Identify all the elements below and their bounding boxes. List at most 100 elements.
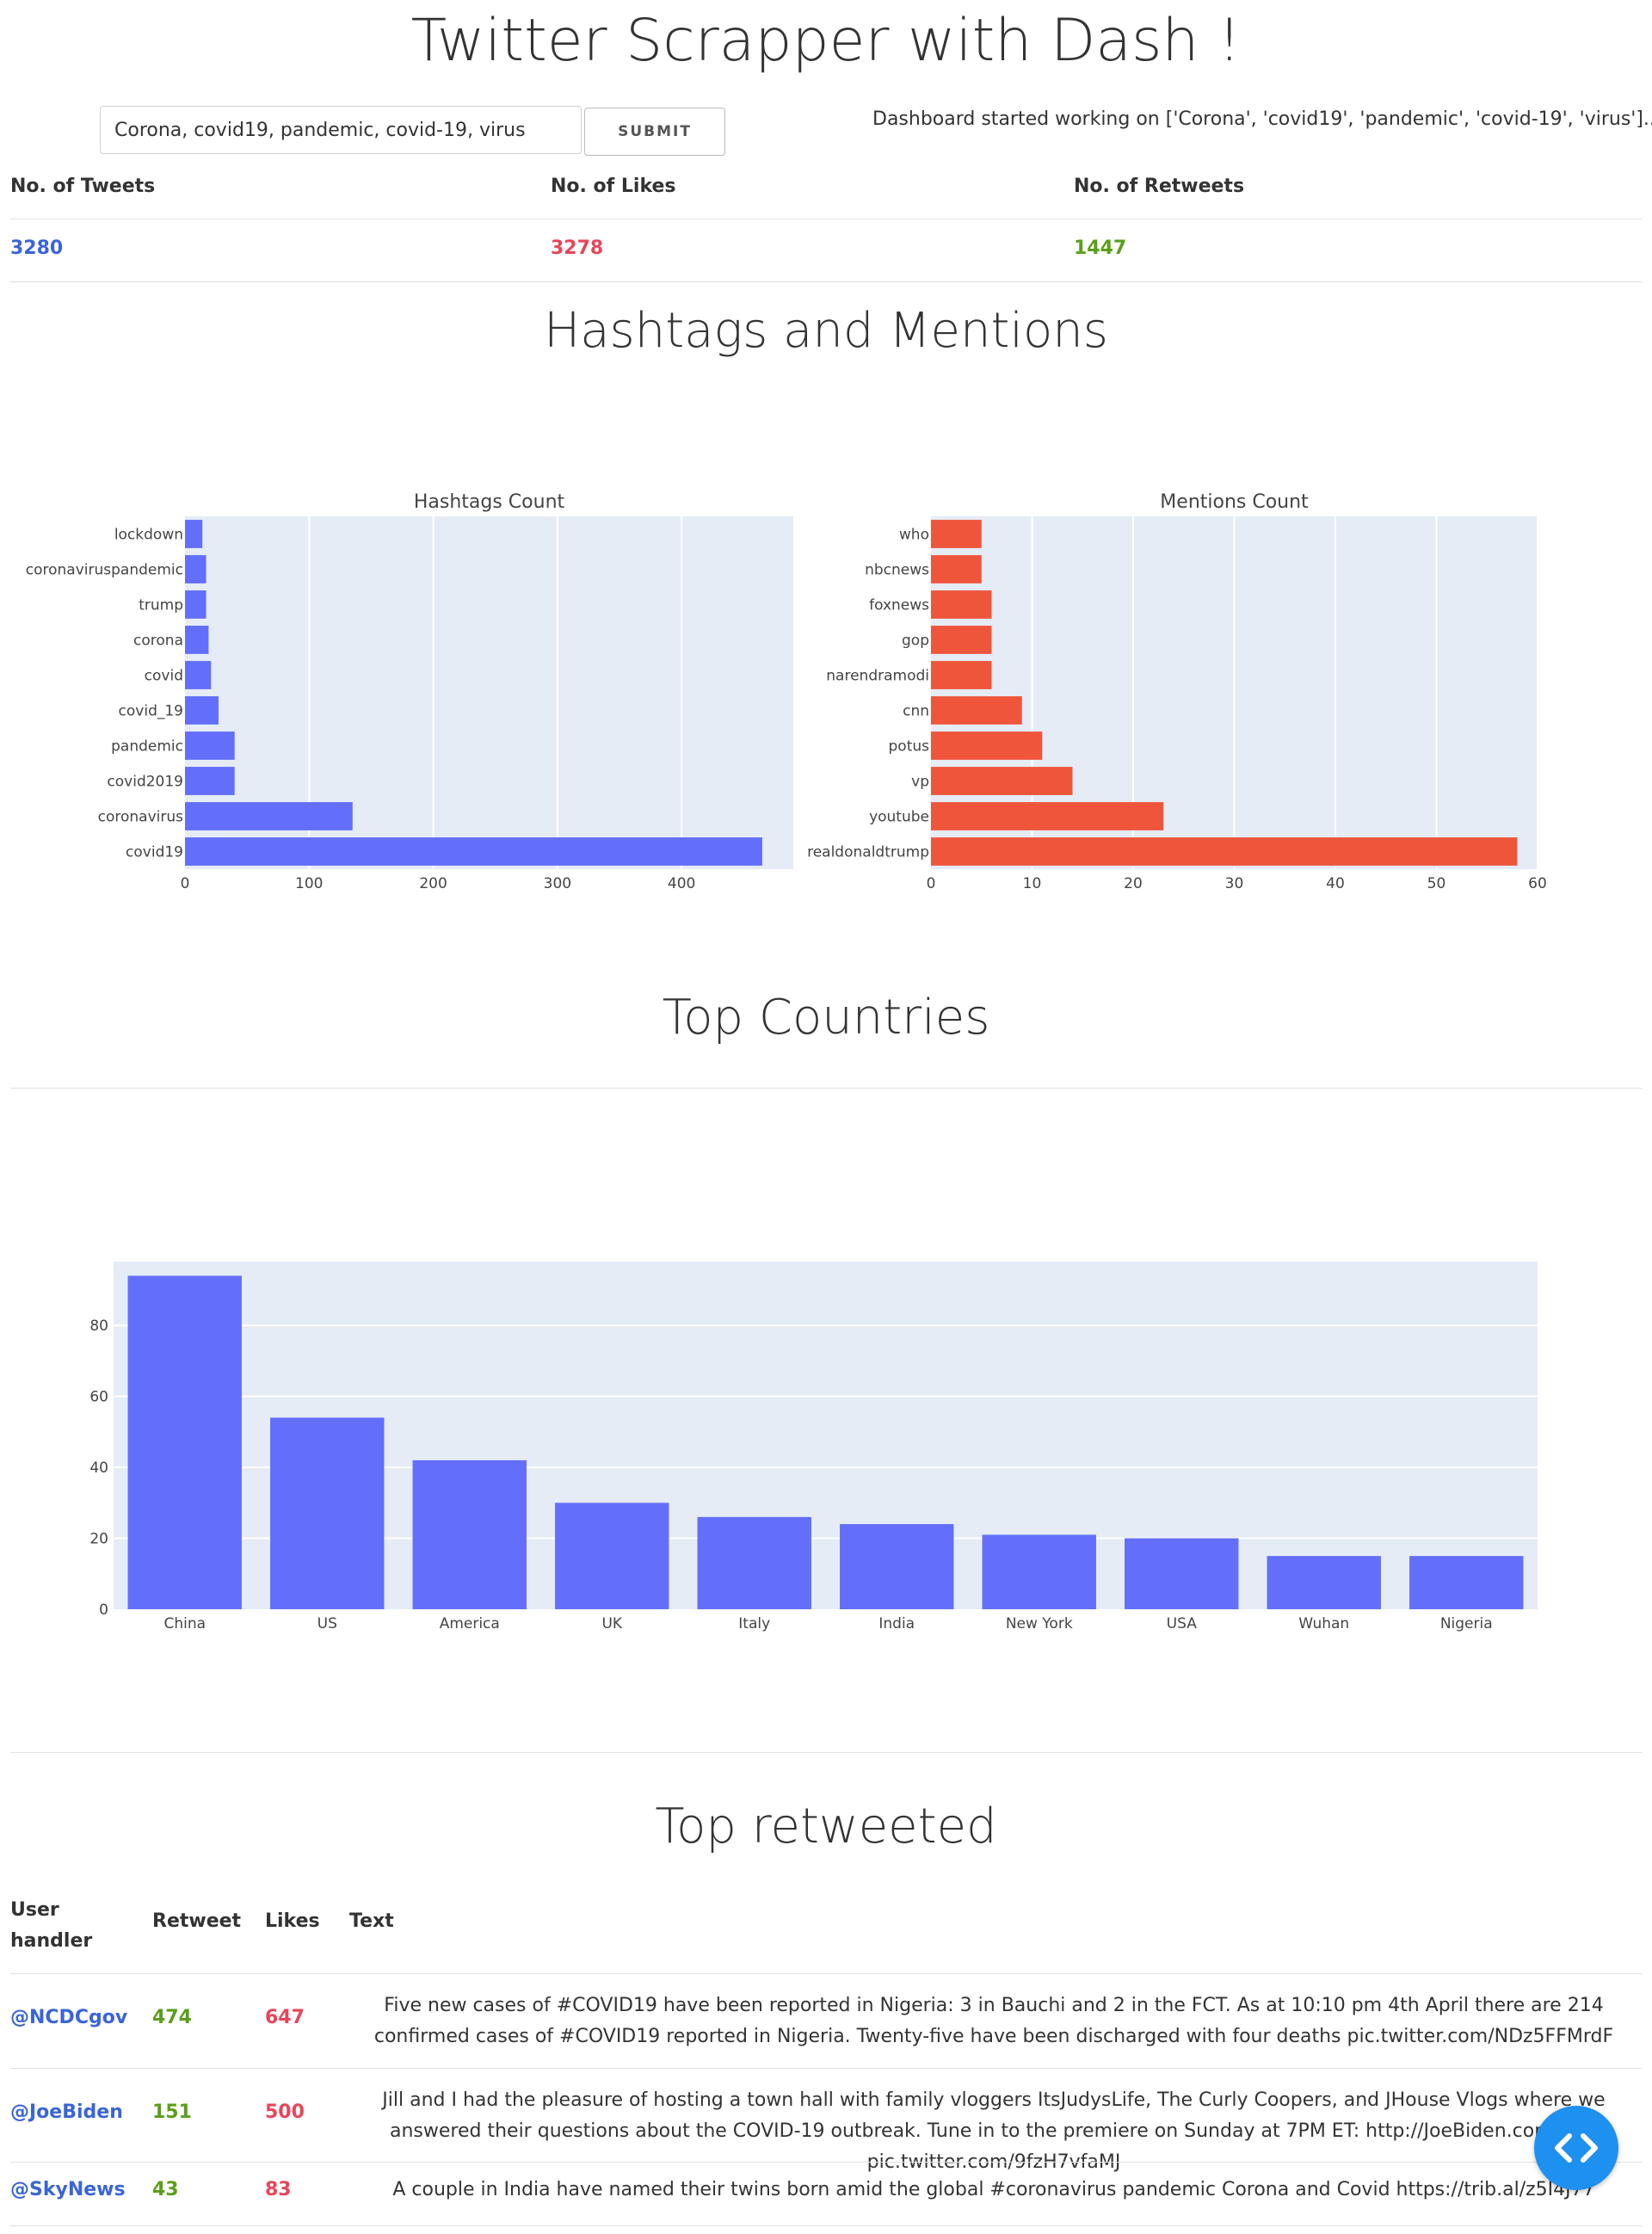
- x-tick-label: UK: [601, 1615, 622, 1632]
- table-header-divider: [10, 1973, 1642, 1974]
- bar-india: [840, 1524, 954, 1609]
- x-tick-label: China: [163, 1615, 206, 1632]
- bar-cnn: [931, 696, 1022, 725]
- retweet-count: 151: [152, 2101, 192, 2123]
- x-tick-label: New York: [1006, 1615, 1073, 1632]
- chart-title: Hashtags Count: [414, 491, 565, 513]
- y-tick-label: corona: [133, 633, 183, 650]
- y-tick-label: youtube: [869, 809, 929, 826]
- x-tick-label: Nigeria: [1440, 1615, 1493, 1632]
- user-handle-link[interactable]: @SkyNews: [10, 2179, 126, 2200]
- countries-bottom-divider: [10, 1752, 1642, 1753]
- bar-america: [412, 1460, 527, 1609]
- x-tick-label: Wuhan: [1298, 1615, 1349, 1632]
- tweet-text: Jill and I had the pleasure of hosting a…: [382, 2089, 1606, 2173]
- x-tick-label: 40: [1326, 875, 1345, 892]
- likes-count-cell: 500: [265, 2101, 305, 2123]
- x-tick-label: 0: [181, 875, 190, 892]
- search-input[interactable]: [100, 106, 582, 154]
- y-tick-label: covid19: [126, 844, 183, 861]
- col-header-likes: Likes: [265, 1910, 320, 1932]
- y-tick-label: foxnews: [869, 597, 929, 614]
- user-handle-link[interactable]: @NCDCgov: [10, 2007, 128, 2028]
- hashtags-mentions-title: Hashtags and Mentions: [544, 303, 1108, 359]
- col-header-user: User handler: [10, 1899, 93, 1952]
- bar-china: [127, 1275, 242, 1609]
- bar-coronavirus: [185, 802, 353, 830]
- bar-covid2019: [185, 767, 235, 795]
- hashtags-chart: Hashtags Count 0 100 200 300 400 lockdown coron…: [26, 491, 793, 892]
- countries-divider: [10, 1088, 1642, 1089]
- mentions-chart: Mentions Count 0 10 20 30 40 50 60 who nbcnews fox…: [807, 491, 1547, 892]
- y-tick-label: covid_19: [119, 703, 183, 720]
- y-tick-label: coronaviruspandemic: [26, 562, 183, 579]
- y-tick-label: realdonaldtrump: [807, 844, 929, 861]
- x-tick-label: USA: [1167, 1615, 1198, 1632]
- y-tick-label: 20: [89, 1531, 108, 1548]
- bar-usa: [1125, 1538, 1239, 1609]
- bar-nigeria: [1409, 1556, 1524, 1609]
- y-tick-label: vp: [911, 774, 929, 791]
- table-row-divider: [10, 2068, 1642, 2069]
- chart-title: Mentions Count: [1160, 491, 1309, 513]
- bar-nbcnews: [931, 555, 982, 583]
- bar-uk: [555, 1503, 669, 1609]
- x-tick-label: US: [317, 1615, 337, 1632]
- x-tick-label: 100: [295, 875, 323, 892]
- countries-chart: 0 20 40 60 80 China US America UK Italy India New Y…: [89, 1262, 1538, 1632]
- y-tick-label: gop: [902, 633, 929, 650]
- x-tick-label: 300: [544, 875, 571, 892]
- bar-covid19: [185, 837, 762, 866]
- submit-button[interactable]: SUBMIT: [584, 108, 725, 156]
- retweets-label: No. of Retweets: [1074, 176, 1245, 197]
- y-tick-label: 0: [99, 1601, 108, 1619]
- x-tick-label: Italy: [738, 1615, 770, 1632]
- y-tick-label: nbcnews: [865, 562, 929, 579]
- y-tick-label: narendramodi: [826, 668, 929, 685]
- y-tick-label: 40: [89, 1460, 108, 1477]
- status-text: Dashboard started working on ['Corona', …: [872, 108, 1652, 130]
- bar-vp: [931, 767, 1073, 795]
- bar-potus: [931, 731, 1043, 760]
- bar-coronaviruspandemic: [185, 555, 206, 583]
- likes-label: No. of Likes: [551, 176, 676, 197]
- retweets-count: 1447: [1074, 238, 1127, 259]
- x-tick-label: 60: [1528, 875, 1547, 892]
- x-tick-label: 10: [1023, 875, 1042, 892]
- user-handle-link[interactable]: @JoeBiden: [10, 2101, 123, 2123]
- y-tick-label: 60: [89, 1389, 108, 1406]
- y-tick-label: trump: [139, 597, 183, 614]
- y-tick-label: lockdown: [114, 527, 183, 544]
- y-tick-label: 80: [89, 1318, 108, 1335]
- retweet-count: 474: [152, 2007, 192, 2028]
- y-tick-label: who: [899, 527, 929, 544]
- bar-wuhan: [1267, 1556, 1381, 1609]
- bar-who: [931, 520, 982, 548]
- x-tick-label: 50: [1427, 875, 1446, 892]
- bar-youtube: [931, 802, 1164, 830]
- likes-count-cell: 647: [265, 2007, 305, 2028]
- table-bottom-divider: [10, 2225, 1642, 2226]
- code-toggle-button[interactable]: [1534, 2106, 1618, 2190]
- x-tick-label: 200: [419, 875, 447, 892]
- y-tick-label: coronavirus: [98, 809, 184, 826]
- bar-pandemic: [185, 731, 235, 760]
- bar-trump: [185, 590, 206, 619]
- stats-bottom-divider: [10, 281, 1642, 282]
- y-tick-label: pandemic: [111, 738, 183, 756]
- bar-covid_19: [185, 696, 219, 725]
- col-header-retweet: Retweet: [152, 1910, 242, 1932]
- tweets-count: 3280: [10, 238, 64, 259]
- top-countries-title: Top Countries: [662, 990, 990, 1046]
- x-tick-label: 20: [1124, 875, 1143, 892]
- code-brackets-icon: [1555, 2133, 1598, 2163]
- tweet-text: A couple in India have named their twins…: [392, 2179, 1595, 2200]
- table-row-divider: [10, 2162, 1642, 2163]
- retweet-count: 43: [152, 2179, 179, 2200]
- bar-foxnews: [931, 590, 992, 619]
- tweets-label: No. of Tweets: [10, 176, 156, 197]
- bar-corona: [185, 626, 209, 654]
- x-tick-label: India: [878, 1615, 915, 1632]
- y-tick-label: covid2019: [107, 774, 183, 791]
